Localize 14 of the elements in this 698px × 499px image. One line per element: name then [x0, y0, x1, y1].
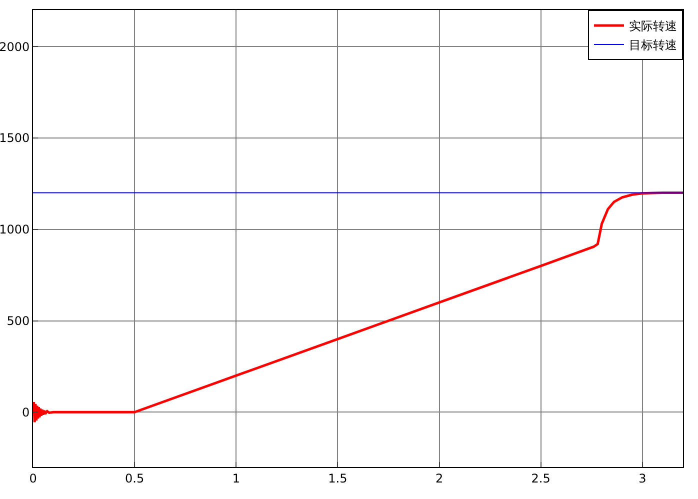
legend-label: 实际转速 — [629, 19, 677, 34]
y-tick-label: 0 — [22, 405, 30, 420]
x-tick-label: 2 — [435, 471, 444, 486]
y-tick-label: 1000 — [0, 222, 30, 237]
x-tick-label: 2.5 — [531, 471, 550, 486]
y-tick-label: 500 — [6, 314, 30, 328]
x-tick-label: 1 — [232, 471, 240, 486]
x-tick-label: 0.5 — [125, 471, 144, 486]
y-tick-label: 1500 — [0, 131, 30, 146]
line-series — [33, 192, 683, 424]
y-tick-label: 2000 — [0, 40, 30, 54]
legend-label: 目标转速 — [629, 38, 677, 52]
x-tick-label: 1.5 — [328, 471, 348, 486]
x-tick-label: 3 — [638, 471, 646, 486]
